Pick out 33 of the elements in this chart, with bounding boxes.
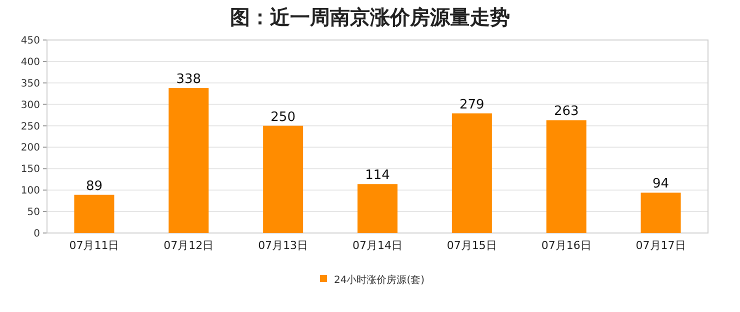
data-label: 94 — [652, 176, 670, 192]
data-label: 89 — [86, 178, 102, 194]
data-label: 250 — [270, 110, 296, 125]
y-tick-label: 150 — [20, 164, 40, 176]
y-tick-label: 400 — [20, 56, 40, 68]
y-tick-label: 250 — [20, 121, 40, 132]
bar — [640, 192, 681, 233]
bar — [546, 120, 586, 233]
chart-title: 图：近一周南京涨价房源量走势 — [230, 5, 510, 29]
y-tick-label: 100 — [20, 186, 40, 197]
x-tick-label: 07月13日 — [258, 239, 308, 252]
bar — [358, 184, 398, 233]
x-tick-label: 07月12日 — [164, 239, 214, 252]
y-tick-label: 350 — [20, 78, 40, 90]
data-label: 338 — [176, 72, 202, 88]
x-tick-label: 07月11日 — [69, 239, 120, 252]
x-tick-label: 07月16日 — [541, 239, 592, 252]
y-tick-label: 450 — [20, 36, 40, 46]
bar — [74, 194, 114, 233]
x-tick-label: 07月14日 — [352, 239, 402, 252]
y-tick-label: 50 — [27, 207, 40, 218]
y-tick-label: 200 — [20, 142, 40, 154]
data-label: 279 — [460, 97, 484, 112]
x-tick-label: 07月15日 — [446, 239, 497, 252]
bar — [452, 113, 492, 233]
data-label: 263 — [554, 104, 579, 120]
legend-label: 24小时涨价房源(套) — [334, 274, 425, 286]
bar — [168, 88, 209, 233]
y-tick-label: 300 — [20, 100, 40, 111]
bar — [263, 126, 304, 233]
y-tick-label: 0 — [34, 228, 40, 240]
x-tick-label: 07月17日 — [636, 239, 686, 252]
data-label: 114 — [365, 168, 390, 184]
